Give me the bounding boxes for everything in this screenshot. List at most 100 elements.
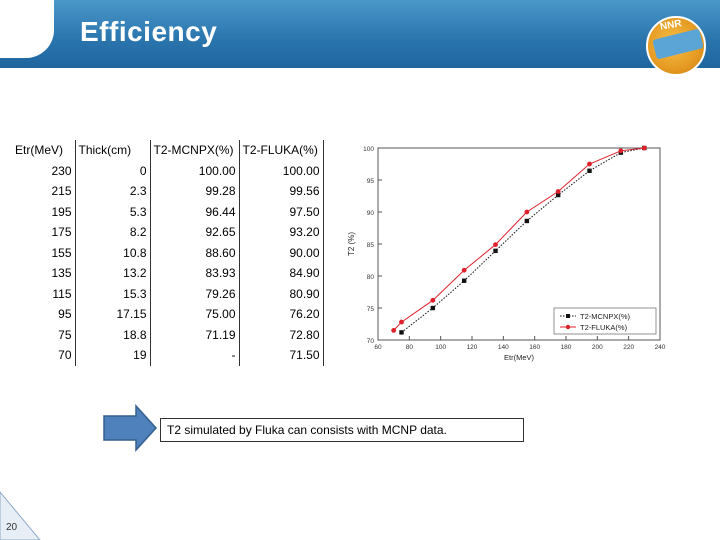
cell-thick: 0 (75, 160, 151, 181)
cell-etr: 215 (12, 181, 76, 202)
table-row: 95 17.15 75.00 76.20 (12, 304, 324, 325)
x-tick-label: 140 (498, 344, 509, 351)
cell-etr: 95 (12, 304, 76, 325)
x-tick-label: 200 (592, 344, 603, 351)
cell-etr: 230 (12, 160, 76, 181)
data-point-fluka (391, 328, 397, 333)
data-point-fluka (430, 297, 436, 303)
x-tick-label: 100 (435, 344, 446, 351)
y-tick-label: 90 (367, 210, 375, 217)
x-tick-label: 120 (467, 344, 478, 351)
cell-thick: 17.15 (75, 304, 151, 325)
data-point-fluka (587, 161, 592, 167)
cell-fluka: 84.90 (239, 263, 324, 284)
cell-thick: 18.8 (75, 324, 151, 345)
cell-fluka: 71.50 (239, 345, 324, 366)
cell-mcnpx: 71.19 (150, 324, 240, 345)
y-tick-label: 80 (367, 274, 375, 281)
data-point-mcnpx (461, 278, 467, 283)
header-corner-notch (0, 0, 54, 58)
cell-mcnpx: 96.44 (150, 201, 240, 222)
cell-thick: 8.2 (75, 222, 151, 243)
cell-mcnpx: 100.00 (150, 160, 240, 181)
table-header-thick: Thick(cm) (75, 140, 151, 161)
series-line-fluka (393, 147, 645, 331)
data-point-mcnpx (555, 192, 561, 198)
legend-label: T2-FLUKA(%) (580, 323, 628, 332)
y-tick-label: 85 (367, 242, 375, 249)
x-tick-label: 220 (623, 344, 634, 351)
data-point-mcnpx (430, 305, 436, 311)
page-number: 20 (6, 522, 18, 533)
x-tick-label: 240 (655, 344, 666, 351)
y-tick-label: 70 (367, 338, 375, 345)
slide-title: Efficiency (80, 16, 218, 47)
cell-thick: 10.8 (75, 242, 151, 263)
data-point-fluka (461, 267, 467, 273)
efficiency-chart: 70 75 80 85 90 95 100 60 80 100 120 140 160 180 200 220… (340, 140, 700, 380)
table-header-mcnpx: T2-MCNPX(%) (150, 140, 240, 161)
cell-mcnpx: 92.65 (150, 222, 240, 243)
cell-mcnpx: 83.93 (150, 263, 240, 284)
table-row: 230 0 100.00 100.00 (12, 160, 324, 181)
cell-thick: 2.3 (75, 181, 151, 202)
table-row: 115 15.3 79.26 80.90 (12, 283, 324, 304)
right-arrow-icon (103, 404, 158, 452)
cell-thick: 5.3 (75, 201, 151, 222)
footer-corner-decoration (0, 491, 41, 540)
table-row: 215 2.3 99.28 99.56 (12, 181, 324, 202)
cell-fluka: 100.00 (239, 160, 324, 181)
slide-header: Efficiency (0, 0, 720, 68)
table-row: 75 18.8 71.19 72.80 (12, 324, 324, 345)
cell-fluka: 72.80 (239, 324, 324, 345)
data-point-mcnpx (399, 330, 404, 335)
table-row: 70 19-71.50 (12, 345, 324, 366)
y-tick-label: 100 (363, 146, 374, 153)
data-point-mcnpx (524, 218, 530, 224)
x-axis-label: Etr(MeV) (504, 353, 535, 362)
cell-thick: 15.3 (75, 283, 151, 304)
cell-etr: 135 (12, 263, 76, 284)
y-tick-label: 95 (367, 178, 375, 185)
cell-thick: 13.2 (75, 263, 151, 284)
cell-etr: 115 (12, 283, 76, 304)
data-point-mcnpx (587, 168, 592, 173)
data-point-mcnpx (493, 248, 498, 254)
y-axis-label: T2 (%) (347, 232, 356, 256)
legend-label: T2-MCNPX(%) (580, 312, 631, 321)
cell-mcnpx: 79.26 (150, 283, 240, 304)
cell-etr: 195 (12, 201, 76, 222)
cell-mcnpx: 88.60 (150, 242, 240, 263)
data-point-fluka (555, 189, 561, 194)
efficiency-table: Etr(MeV) Thick(cm) T2-MCNPX(%) T2-FLUKA(… (12, 140, 324, 366)
cell-fluka: 90.00 (239, 242, 324, 263)
x-tick-label: 180 (561, 344, 572, 351)
cell-fluka: 93.20 (239, 222, 324, 243)
cell-etr: 75 (12, 324, 76, 345)
table-header-etr: Etr(MeV) (12, 140, 76, 161)
cell-fluka: 76.20 (239, 304, 324, 325)
cell-mcnpx: - (150, 345, 240, 366)
cell-fluka: 99.56 (239, 181, 324, 202)
legend-box (553, 307, 657, 335)
table-row: 155 10.8 88.60 90.00 (12, 242, 324, 263)
chart-svg: 70 75 80 85 90 95 100 60 80 100 120 140 160 180 200 220… (347, 145, 666, 362)
cell-fluka: 80.90 (239, 283, 324, 304)
y-tick-label: 75 (367, 306, 375, 313)
cell-etr: 70 (12, 345, 76, 366)
cell-fluka: 97.50 (239, 201, 324, 222)
cell-etr: 175 (12, 222, 76, 243)
data-point-fluka (493, 242, 498, 248)
x-tick-label: 160 (529, 344, 540, 351)
legend-marker (565, 324, 571, 330)
cell-mcnpx: 75.00 (150, 304, 240, 325)
table-header-fluka: T2-FLUKA(%) (239, 140, 324, 161)
conclusion-note: T2 simulated by Fluka can consists with … (160, 418, 524, 442)
table-body: 230 0 100.00 100.00 215 2.3 99.28 99.56 195 5.3 96… (12, 160, 324, 366)
cell-etr: 155 (12, 242, 76, 263)
data-point-fluka (399, 319, 404, 325)
legend-marker (566, 314, 570, 318)
x-tick-label: 60 (374, 344, 382, 351)
table-row: 135 13.2 83.93 84.90 (12, 263, 324, 284)
table-row: 175 8.2 92.65 93.20 (12, 222, 324, 243)
